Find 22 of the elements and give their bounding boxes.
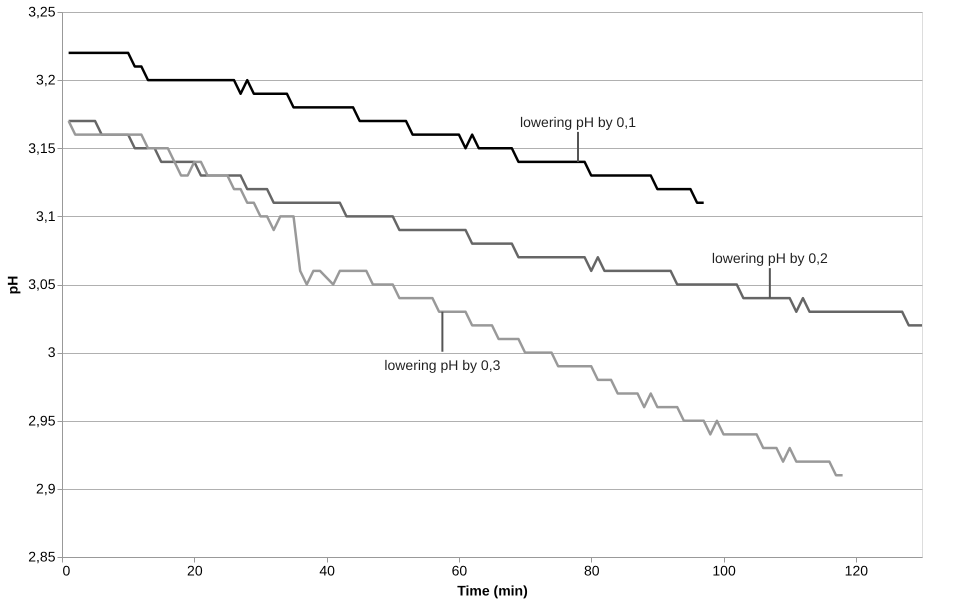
y-tick-label: 3,1 (36, 208, 56, 224)
x-axis-title: Time (min) (457, 582, 528, 598)
x-tick-label: 40 (319, 562, 336, 578)
y-axis-title: pH (4, 276, 20, 294)
annotation: lowering pH by 0,3 (384, 356, 501, 373)
x-tick-label: 80 (584, 562, 600, 578)
x-tick-label: 100 (712, 562, 736, 578)
annotation: lowering pH by 0,1 (520, 114, 636, 130)
annotation: lowering pH by 0,2 (712, 250, 828, 266)
y-tick-label: 2,9 (36, 480, 56, 496)
y-tick-label: 3,05 (28, 276, 56, 292)
y-tick-label: 3,15 (28, 140, 56, 156)
x-tick-label: 20 (187, 562, 203, 578)
y-tick-label: 2,85 (28, 548, 56, 564)
x-tick-label: 120 (844, 562, 868, 578)
line-series (67, 52, 705, 204)
y-tick-label: 3 (48, 344, 56, 360)
x-tick-label: 60 (452, 562, 468, 578)
y-tick-label: 2,95 (28, 412, 56, 428)
x-tick-label: 0 (62, 562, 70, 578)
y-tick-label: 3,25 (28, 4, 56, 20)
y-tick-label: 3,2 (36, 72, 56, 88)
